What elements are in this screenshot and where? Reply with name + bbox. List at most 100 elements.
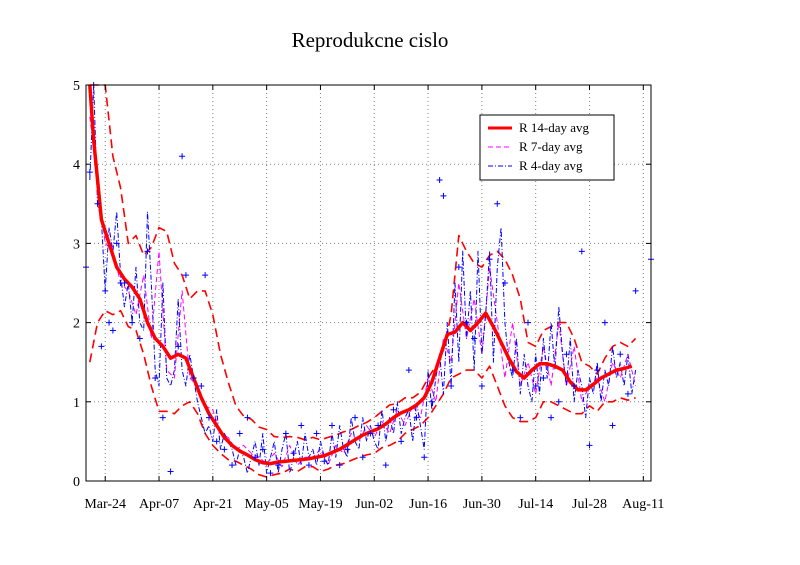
daily-r-point	[478, 382, 485, 389]
daily-r-point	[428, 398, 435, 405]
daily-r-point	[571, 382, 578, 389]
daily-r-point	[344, 446, 351, 453]
daily-r-point	[136, 335, 143, 342]
daily-r-point	[259, 446, 266, 453]
daily-r-point	[486, 256, 493, 263]
daily-r-point	[421, 454, 428, 461]
daily-r-point	[290, 450, 297, 457]
daily-r-point	[525, 319, 532, 326]
legend-label-7day: R 7-day avg	[519, 139, 583, 154]
daily-r-point	[144, 248, 151, 255]
series-line-dashed-lower	[89, 309, 636, 478]
daily-r-point	[382, 462, 389, 469]
daily-r-point	[182, 272, 189, 279]
daily-r-point	[632, 287, 639, 294]
daily-r-point	[213, 438, 220, 445]
daily-r-point	[275, 462, 282, 469]
daily-r-point	[624, 390, 631, 397]
x-tick-label: Mar-24	[84, 497, 126, 512]
daily-r-point	[205, 414, 212, 421]
daily-r-point	[398, 438, 405, 445]
legend-label-4day: R 4-day avg	[519, 158, 583, 173]
daily-r-point	[563, 351, 570, 358]
daily-r-point	[198, 382, 205, 389]
daily-r-point	[129, 319, 136, 326]
daily-r-point	[175, 343, 182, 350]
daily-r-point	[236, 430, 243, 437]
x-tick-label: Aug-11	[622, 497, 664, 512]
daily-r-markers	[83, 82, 654, 477]
daily-r-point	[86, 169, 93, 176]
daily-r-point	[555, 398, 562, 405]
series-line-solid-thick	[88, 84, 633, 466]
daily-r-point	[540, 375, 547, 382]
chart-title: Reprodukcne cislo	[292, 28, 449, 52]
daily-r-point	[436, 177, 443, 184]
daily-r-point	[601, 319, 608, 326]
daily-r-point	[167, 468, 174, 475]
daily-r-point	[463, 319, 470, 326]
x-tick-label: Jun-02	[355, 497, 393, 512]
x-tick-label: Jul-28	[572, 497, 607, 512]
daily-r-point	[252, 454, 259, 461]
daily-r-point	[336, 462, 343, 469]
daily-r-point	[221, 446, 228, 453]
daily-r-point	[282, 430, 289, 437]
y-tick-label: 0	[73, 475, 80, 490]
daily-r-point	[244, 414, 251, 421]
daily-r-point	[390, 406, 397, 413]
x-tick-label: May-05	[244, 497, 288, 512]
x-axis-ticks: Mar-24 Apr-07 Apr-21 May-05 May-19 Jun-02 Jun-…	[84, 85, 664, 512]
daily-r-point	[413, 414, 420, 421]
daily-r-point	[517, 414, 524, 421]
daily-r-point	[501, 280, 508, 286]
daily-r-point	[152, 375, 159, 382]
daily-r-point	[229, 462, 236, 469]
daily-r-point	[359, 454, 366, 461]
daily-r-point	[509, 367, 516, 374]
daily-r-point	[367, 430, 374, 437]
x-tick-label: Apr-21	[193, 497, 233, 512]
daily-r-point	[159, 414, 166, 421]
daily-r-point	[321, 458, 328, 465]
daily-r-point	[313, 430, 320, 437]
x-tick-label: Jul-14	[518, 497, 553, 512]
daily-r-point	[352, 414, 359, 421]
daily-r-point	[578, 248, 585, 255]
series-group	[83, 82, 654, 478]
y-tick-label: 1	[73, 396, 80, 411]
daily-r-point	[202, 272, 209, 279]
x-tick-label: Jun-30	[463, 497, 501, 512]
daily-r-point	[594, 367, 601, 374]
legend: R 14-day avg R 7-day avg R 4-day avg	[479, 114, 615, 181]
daily-r-point	[113, 240, 120, 247]
y-tick-label: 5	[73, 79, 80, 94]
series-line-dashed	[89, 116, 637, 468]
x-tick-label: Apr-07	[139, 497, 179, 512]
daily-r-point	[190, 375, 197, 382]
daily-r-point	[328, 422, 335, 429]
daily-r-point	[305, 462, 312, 469]
y-tick-label: 3	[73, 237, 80, 252]
daily-r-point	[440, 192, 447, 199]
y-tick-label: 4	[73, 158, 80, 173]
daily-r-point	[121, 280, 128, 286]
daily-r-point	[375, 422, 382, 429]
daily-r-point	[494, 200, 501, 207]
daily-r-point	[106, 319, 113, 326]
daily-r-point	[98, 343, 105, 350]
daily-r-point	[109, 327, 116, 334]
daily-r-point	[532, 382, 539, 389]
daily-r-point	[448, 382, 455, 389]
daily-r-point	[471, 335, 478, 342]
x-tick-label: May-19	[298, 497, 342, 512]
daily-r-point	[609, 422, 616, 429]
legend-box	[479, 114, 615, 181]
daily-r-point	[179, 153, 186, 160]
daily-r-point	[94, 200, 101, 207]
daily-r-point	[405, 367, 412, 374]
daily-r-point	[455, 264, 462, 271]
y-tick-label: 2	[73, 317, 80, 332]
daily-r-point	[267, 470, 274, 477]
